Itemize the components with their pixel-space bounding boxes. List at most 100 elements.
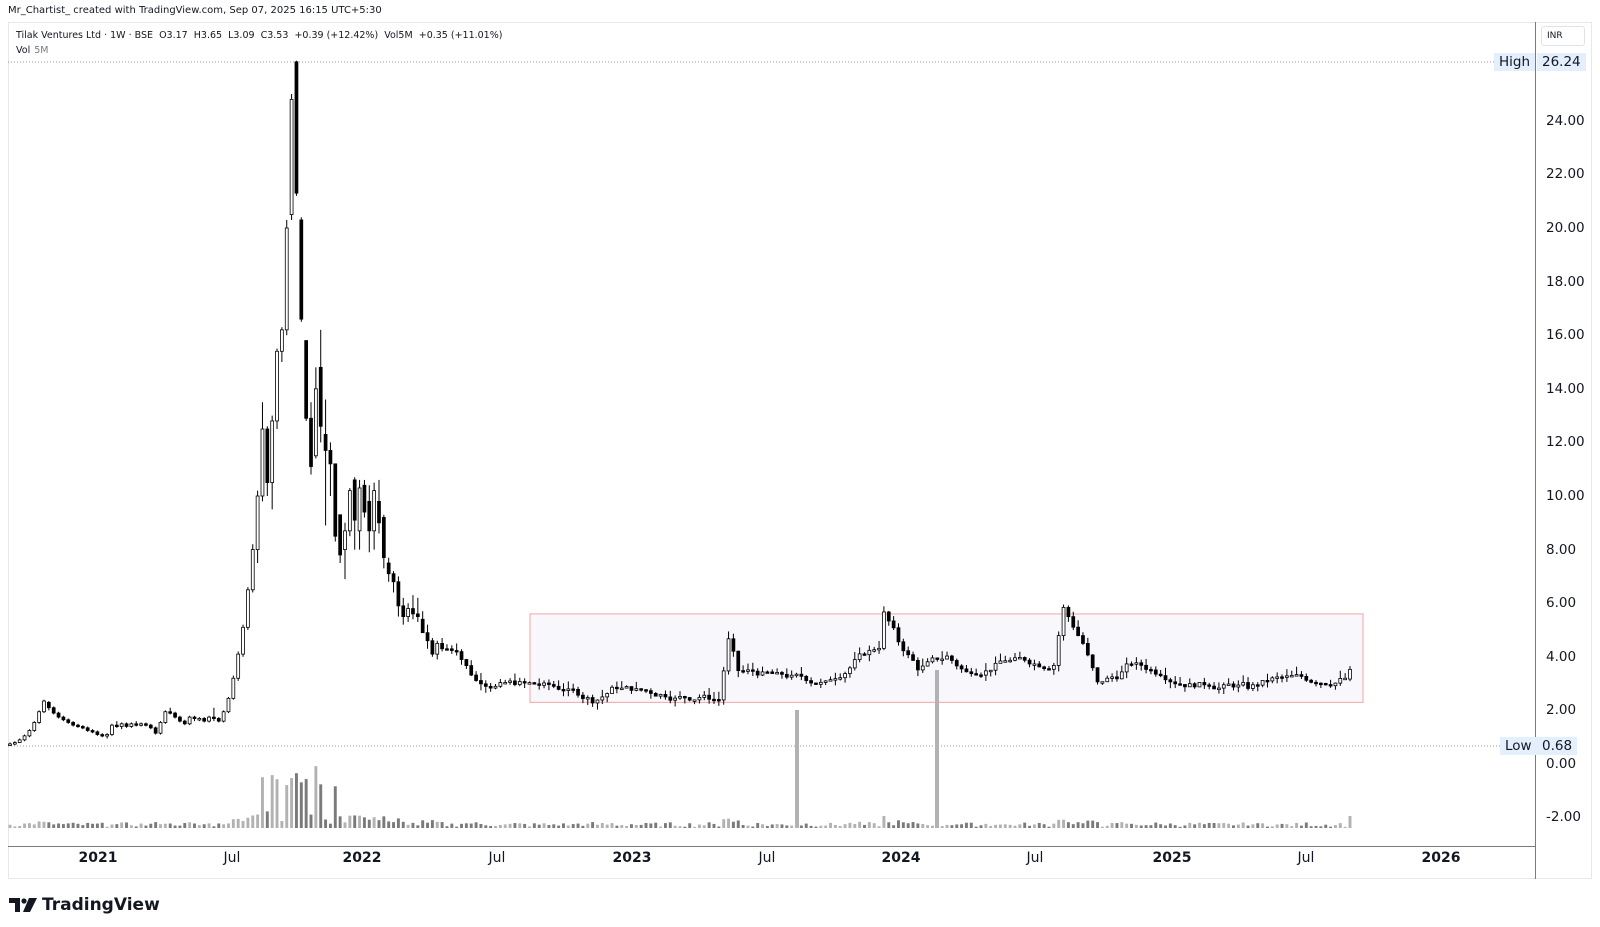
volume-bar — [474, 822, 478, 828]
price-tick: 12.00 — [1546, 434, 1585, 451]
volume-bar — [984, 823, 988, 828]
candle-down — [71, 722, 75, 726]
volume-bar — [1343, 826, 1347, 828]
tradingview-logo[interactable]: TradingView — [9, 895, 160, 915]
candle-down — [1212, 685, 1216, 690]
volume-bar — [833, 825, 837, 828]
candle-down — [1255, 684, 1260, 687]
candle-down — [1319, 682, 1323, 686]
candle-down — [687, 697, 692, 701]
volume-bar — [1338, 823, 1342, 828]
volume-bar — [790, 825, 794, 828]
volume-bar — [1032, 824, 1036, 828]
candle-down — [615, 686, 619, 690]
candle-down — [1309, 679, 1314, 683]
volume-bar — [1057, 819, 1061, 828]
volume-bar — [799, 825, 803, 828]
candle-down — [556, 685, 561, 690]
volume-bar — [1105, 825, 1109, 828]
volume-bar — [829, 822, 832, 828]
volume-bar — [557, 825, 561, 828]
volume-bar — [372, 817, 376, 828]
candle-up — [158, 722, 163, 734]
candle-up — [236, 653, 241, 679]
candle-down — [1071, 616, 1076, 628]
volume-bar — [1183, 825, 1187, 828]
candle-up — [940, 658, 945, 661]
volume-bar — [576, 823, 580, 828]
legend-volume-row[interactable]: Vol 5M — [16, 43, 502, 58]
candle-down — [799, 673, 804, 677]
symbol-label[interactable]: Tilak Ventures Ltd · 1W · BSE — [16, 30, 154, 41]
volume-bar — [707, 822, 711, 828]
candle-down — [1246, 682, 1250, 689]
candle-down — [1027, 659, 1032, 665]
candle-up — [226, 697, 231, 713]
chart-frame — [8, 22, 1592, 879]
candle-down — [784, 673, 789, 678]
high-label: High — [1494, 53, 1536, 71]
volume-bar — [469, 823, 473, 828]
high-price-value: 26.24 — [1537, 53, 1586, 71]
volume-bar — [256, 814, 260, 828]
price-tick: 8.00 — [1546, 541, 1577, 558]
volume-bar — [212, 826, 216, 828]
candle-down — [969, 671, 974, 675]
legend-ohlc-row[interactable]: Tilak Ventures Ltd · 1W · BSE O3.17 H3.6… — [16, 28, 502, 43]
volume-bar — [1333, 825, 1337, 828]
candle-up — [585, 697, 590, 700]
volume-bar — [95, 823, 99, 828]
volume-bar — [1212, 822, 1216, 828]
volume-bar — [1028, 825, 1032, 828]
candle-up — [347, 490, 352, 532]
candle-up — [925, 661, 930, 667]
volume-bar — [872, 823, 876, 828]
candle-down — [474, 674, 478, 681]
candle-down — [1153, 669, 1158, 675]
candle-up — [289, 98, 294, 215]
price-axis-separator — [1535, 22, 1536, 879]
candle-up — [37, 711, 41, 723]
candle-down — [449, 648, 454, 651]
candle-down — [755, 670, 760, 676]
candle-up — [1110, 676, 1114, 679]
currency-selector[interactable]: INR — [1541, 26, 1585, 46]
volume-bar — [994, 824, 998, 828]
volume-bar — [843, 824, 847, 828]
volume-bar — [727, 818, 731, 828]
candle-down — [192, 716, 197, 719]
candle-down — [80, 726, 85, 729]
candle-up — [275, 350, 279, 422]
candle-down — [862, 653, 867, 656]
volume-bar — [697, 824, 701, 828]
candle-up — [848, 667, 852, 674]
volume-bar — [494, 826, 497, 828]
volume-bar — [634, 824, 638, 828]
candle-up — [1241, 682, 1246, 686]
candle-up — [1338, 678, 1343, 684]
volume-bar — [960, 824, 964, 828]
candle-down — [367, 500, 372, 532]
candle-down — [1304, 676, 1309, 681]
candle-up — [818, 681, 823, 685]
volume-bar — [188, 822, 192, 828]
volume-bar — [52, 824, 56, 828]
candle-up — [1236, 684, 1241, 688]
volume-bar — [751, 826, 755, 828]
volume-bar — [396, 818, 400, 828]
candle-down — [144, 723, 148, 726]
volume-bar — [498, 824, 502, 828]
candle-down — [551, 684, 556, 687]
volume-bar — [1314, 825, 1318, 828]
candle-down — [590, 697, 595, 704]
candle-up — [221, 711, 226, 722]
candle-down — [1323, 683, 1328, 686]
volume-bar — [1096, 822, 1099, 828]
candle-down — [173, 712, 177, 718]
volume-bar — [1246, 825, 1250, 828]
volume-bar — [1076, 822, 1080, 828]
volume-bar — [1304, 822, 1308, 828]
candle-down — [454, 650, 459, 653]
volume-indicator-label: Vol — [16, 45, 31, 56]
